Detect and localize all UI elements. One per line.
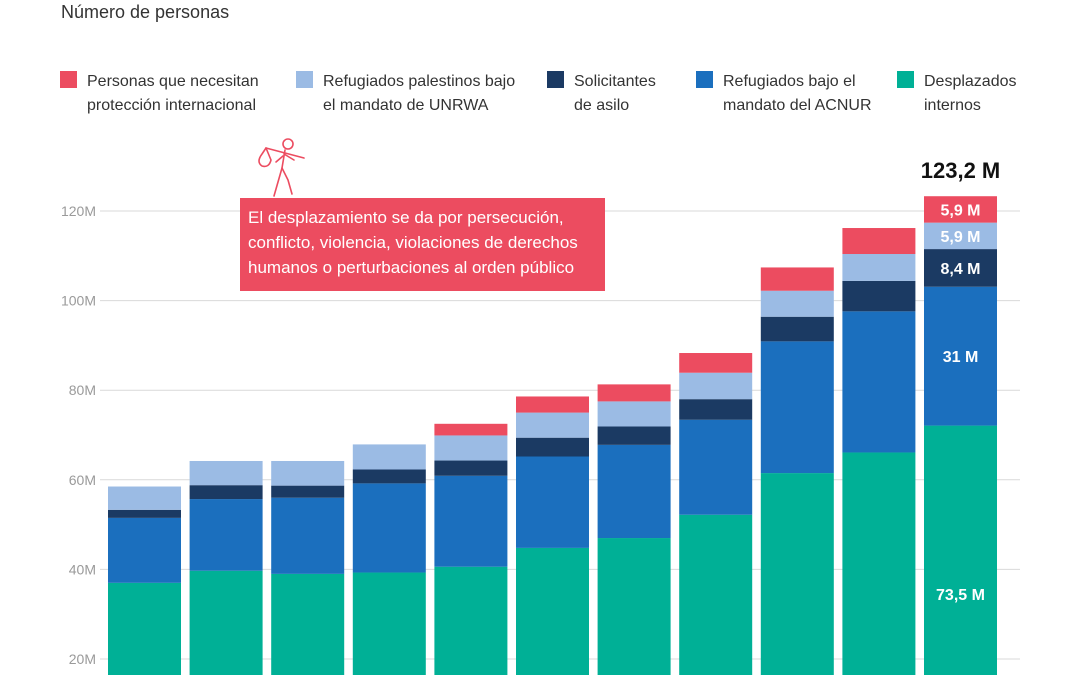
bar-segment-11-1	[924, 425, 997, 675]
bar-segment-6-3	[516, 437, 589, 457]
legend-label-acnur-2: mandato del ACNUR	[723, 97, 872, 114]
legend-swatch-unrwa	[296, 71, 313, 88]
bar-segment-8-5	[679, 353, 753, 373]
annotation-box: El desplazamiento se da por persecución,…	[240, 198, 605, 291]
legend-label-asylum-2: de asilo	[574, 97, 630, 114]
y-tick-label: 20M	[69, 651, 96, 667]
bar-segment-1-3	[108, 509, 181, 518]
bar-segment-10-3	[842, 280, 916, 312]
bar-segment-4-3	[352, 469, 426, 484]
bar-segment-7-2	[597, 444, 671, 539]
legend-label-protection-1: Personas que necesitan	[87, 73, 259, 90]
legend-item-asylum: Solicitantes de asilo	[547, 70, 656, 118]
bar-segment-6-4	[516, 412, 589, 438]
legend-item-idp: Desplazados internos	[897, 70, 1017, 118]
y-tick-label: 60M	[69, 472, 96, 488]
annotation-line-2: conflicto, violencia, violaciones de der…	[248, 233, 578, 252]
bar-segment-5-1	[434, 566, 508, 675]
legend-label-asylum-1: Solicitantes	[574, 73, 656, 90]
legend-label-unrwa-1: Refugiados palestinos bajo	[323, 73, 516, 90]
data-label: 5,9 M	[940, 202, 980, 219]
legend-label-acnur-1: Refugiados bajo el	[723, 73, 856, 90]
legend-swatch-idp	[897, 71, 914, 88]
bar-segment-2-1	[189, 570, 263, 675]
data-label: 31 M	[943, 349, 979, 366]
bar-segment-4-1	[352, 572, 426, 675]
bar-segment-11-3	[924, 249, 997, 287]
total-label: 123,2 M	[921, 158, 1001, 183]
bar-segment-4-2	[352, 483, 426, 573]
y-tick-label: 40M	[69, 561, 96, 577]
legend-swatch-acnur	[696, 71, 713, 88]
bar-segment-4-4	[352, 444, 426, 470]
legend-label-idp-1: Desplazados	[924, 73, 1017, 90]
legend-swatch-protection	[60, 71, 77, 88]
legend: Personas que necesitan protección interna…	[60, 70, 1060, 130]
bar-segment-10-2	[842, 311, 916, 453]
bar-segment-8-2	[679, 419, 753, 515]
bar-segment-11-2	[924, 286, 997, 426]
bar-segment-8-4	[679, 372, 753, 400]
y-tick-label: 80M	[69, 382, 96, 398]
bar-segment-2-3	[189, 485, 263, 500]
bar-segment-5-2	[434, 475, 508, 567]
legend-item-acnur: Refugiados bajo el mandato del ACNUR	[696, 70, 872, 118]
bar-segment-6-5	[516, 396, 589, 413]
bar-segment-1-2	[108, 517, 181, 583]
bar-segment-5-4	[434, 435, 508, 461]
bar-segment-5-5	[434, 423, 508, 436]
legend-item-protection: Personas que necesitan protección interna…	[60, 70, 259, 118]
bar-segment-6-1	[516, 547, 589, 675]
bar-segment-9-5	[760, 267, 834, 291]
data-label: 73,5 M	[936, 587, 985, 604]
bar-segment-10-5	[842, 228, 916, 255]
y-axis-title: Número de personas	[61, 2, 230, 22]
bar-segment-2-4	[189, 460, 263, 486]
bar-segment-9-1	[760, 473, 834, 675]
bar-segment-11-4	[924, 222, 997, 250]
bar-segment-3-2	[271, 497, 345, 574]
y-tick-label: 120M	[61, 203, 96, 219]
y-tick-label: 100M	[61, 293, 96, 309]
refugee-walking-icon	[252, 136, 310, 200]
data-label: 8,4 M	[940, 261, 980, 278]
legend-swatch-asylum	[547, 71, 564, 88]
bar-segment-3-3	[271, 485, 345, 498]
bar-segment-2-2	[189, 499, 263, 571]
bar-segment-6-2	[516, 456, 589, 548]
legend-item-unrwa: Refugiados palestinos bajo el mandato de …	[296, 70, 515, 118]
annotation-line-1: El desplazamiento se da por persecución,	[248, 208, 564, 227]
bar-segment-9-2	[760, 341, 834, 474]
bar-segment-10-1	[842, 452, 916, 675]
bar-segment-10-4	[842, 254, 916, 281]
legend-label-unrwa-2: el mandato de UNRWA	[323, 97, 489, 114]
bar-segment-3-1	[271, 573, 345, 675]
bar-segment-8-3	[679, 399, 753, 420]
bar-segment-1-4	[108, 486, 181, 510]
bar-segment-9-4	[760, 290, 834, 317]
bar-segment-11-5	[924, 196, 997, 223]
data-label: 5,9 M	[940, 229, 980, 246]
bar-segment-9-3	[760, 316, 834, 342]
bar-segment-7-5	[597, 384, 671, 402]
bar-segment-7-4	[597, 401, 671, 427]
bar-segment-5-3	[434, 460, 508, 476]
legend-label-protection-2: protección internacional	[87, 97, 256, 114]
bar-segment-7-1	[597, 538, 671, 675]
bar-segment-8-1	[679, 514, 753, 675]
bar-segment-1-1	[108, 582, 181, 675]
bar-segment-3-4	[271, 460, 345, 486]
annotation-line-3: humanos o perturbaciones al orden públic…	[248, 258, 575, 277]
legend-label-idp-2: internos	[924, 97, 981, 114]
bar-segment-7-3	[597, 426, 671, 445]
